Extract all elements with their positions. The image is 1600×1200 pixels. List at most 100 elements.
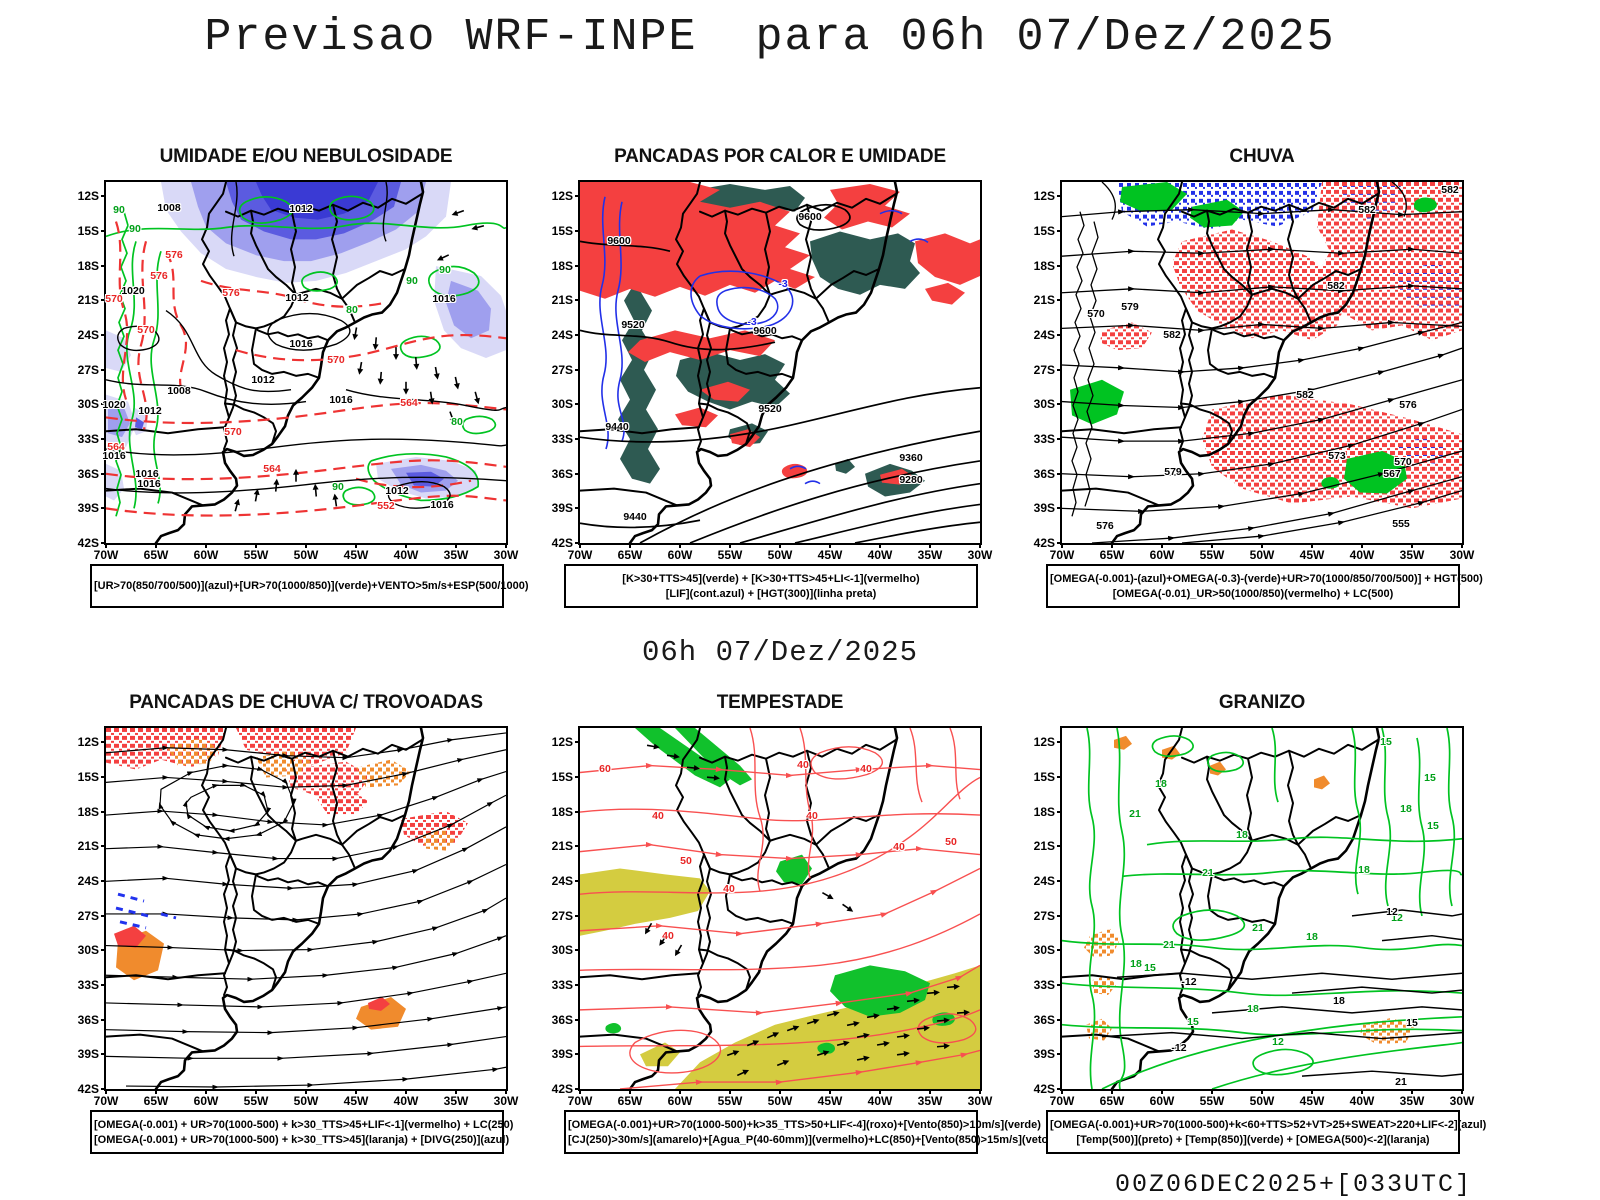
lon-tick [1311,543,1313,548]
caption-box: [OMEGA(-0.001)+UR>70(1000-500)+k>35_TTS>… [564,1110,1057,1154]
lon-tick-label: 55W [717,548,743,562]
lon-tick [1161,1089,1163,1094]
lon-tick [579,543,581,548]
lat-tick-label: 24S [1033,874,1055,889]
lon-tick-label: 55W [243,1094,269,1108]
panel-title: CHUVA [1229,146,1295,167]
lat-tick-label: 27S [551,362,573,377]
lon-tick [879,543,881,548]
lon-tick-label: 55W [1199,1094,1225,1108]
lat-tick-label: 21S [1033,293,1055,308]
lat-tick-label: 39S [77,501,99,516]
lon-tick [255,543,257,548]
map-art-pancadas-calor [580,182,980,543]
lon-tick-label: 65W [1099,548,1125,562]
lon-tick-label: 50W [1249,548,1275,562]
lon-tick [1411,543,1413,548]
lon-tick [1311,1089,1313,1094]
lon-tick-label: 40W [393,548,419,562]
lon-tick [879,1089,881,1094]
lon-tick [929,1089,931,1094]
lon-tick [979,543,981,548]
map-art-tempestade [580,728,980,1089]
lon-tick-label: 50W [293,548,319,562]
lon-tick [1111,543,1113,548]
lat-tick-label: 24S [1033,328,1055,343]
lon-tick-label: 70W [93,548,119,562]
lon-tick [1211,543,1213,548]
lon-tick-label: 55W [717,1094,743,1108]
panel-title: PANCADAS POR CALOR E UMIDADE [614,146,946,167]
caption-line: [OMEGA(-0.01)_UR>50(1000/850)(vermelho) … [1112,587,1394,600]
lon-tick-label: 30W [1449,1094,1475,1108]
panel-title: PANCADAS DE CHUVA C/ TROVOADAS [129,692,483,713]
lon-tick-label: 45W [817,1094,843,1108]
lat-tick-label: 12S [1033,189,1055,204]
lat-tick-label: 36S [77,1012,99,1027]
caption-line: [OMEGA(-0.001)+UR>70(1000-500)+k<60+TTS>… [1050,1118,1487,1131]
lon-tick-label: 65W [143,1094,169,1108]
lon-tick-label: 55W [243,548,269,562]
lon-tick-label: 40W [1349,1094,1375,1108]
lon-tick-label: 35W [1399,1094,1425,1108]
panel-title: TEMPESTADE [716,692,844,713]
lon-tick [155,543,157,548]
lon-tick-label: 65W [617,1094,643,1108]
lon-tick [779,543,781,548]
lat-tick-label: 36S [77,466,99,481]
map-art-umidade [106,182,506,543]
lon-tick-label: 60W [1149,548,1175,562]
lon-tick [779,1089,781,1094]
lon-tick-label: 35W [443,548,469,562]
lon-tick-label: 45W [343,1094,369,1108]
map-pancadas-calor: 12S 15S 18S 21S 24S 27S 30S 33S 36S 39S 42S 70W 65W… [552,180,992,562]
lon-tick [1211,1089,1213,1094]
lat-tick-label: 18S [77,804,99,819]
lon-tick-label: 60W [193,548,219,562]
panel-pancadas-trovoadas: PANCADAS DE CHUVA C/ TROVOADAS [70,686,518,1156]
page-title: Previsao WRF-INPE para 06h 07/Dez/2025 [204,12,1336,63]
lat-tick-label: 24S [77,874,99,889]
lat-tick-label: 18S [1033,258,1055,273]
map-tempestade: 12S 15S 18S 21S 24S 27S 30S 33S 36S 39S 42S 70W 65W… [552,726,992,1108]
lat-tick-label: 30S [551,943,573,958]
lat-tick-label: 42S [77,1082,99,1096]
lon-tick [455,1089,457,1094]
caption-line: [OMEGA(-0.001) + UR>70(1000-500) + k>30_… [94,1118,514,1131]
lat-tick-label: 27S [77,908,99,923]
lat-tick-label: 36S [1033,466,1055,481]
caption-line: [CJ(250)>30m/s](amarelo)+[Agua_P(40-60mm… [568,1133,1057,1146]
lat-tick-label: 30S [551,397,573,412]
lat-tick-label: 42S [77,536,99,550]
lat-tick-label: 39S [1033,1047,1055,1062]
lat-tick-label: 33S [1033,432,1055,447]
lat-tick-label: 21S [551,839,573,854]
caption-line: [LIF](cont.azul) + [HGT(300)](linha pret… [665,587,877,600]
lon-tick-label: 60W [667,548,693,562]
lat-tick-label: 36S [1033,1012,1055,1027]
lat-tick-label: 21S [551,293,573,308]
panel-tempestade: TEMPESTADE [544,686,1057,1156]
lat-tick-label: 15S [77,224,99,239]
lon-tick-label: 50W [767,548,793,562]
lon-tick-label: 45W [1299,548,1325,562]
lon-tick-label: 50W [293,1094,319,1108]
lon-tick-label: 45W [1299,1094,1325,1108]
lat-tick-label: 42S [551,536,573,550]
lon-tick-label: 65W [143,548,169,562]
panel-pancadas-calor: PANCADAS POR CALOR E UMIDADE [544,140,992,610]
lon-tick-label: 70W [1049,1094,1075,1108]
lat-tick-label: 21S [77,839,99,854]
lon-tick [355,1089,357,1094]
panel-umidade: UMIDADE E/OU NEBULOSIDADE [70,140,529,610]
map-umidade: 12S 15S 18S 21S 24S 27S 30S 33S 36S 39S 42S 70W 65W… [78,180,518,562]
lat-tick-label: 39S [77,1047,99,1062]
caption-line: [K>30+TTS>45](verde) + [K>30+TTS>45+LI<-… [622,572,920,585]
lat-tick-label: 42S [551,1082,573,1096]
lon-tick-label: 60W [1149,1094,1175,1108]
lat-tick-label: 33S [1033,978,1055,993]
caption-line: [OMEGA(-0.001) + UR>70(1000-500) + k>30_… [94,1133,510,1146]
lat-tick-label: 33S [551,978,573,993]
lat-tick-label: 21S [77,293,99,308]
